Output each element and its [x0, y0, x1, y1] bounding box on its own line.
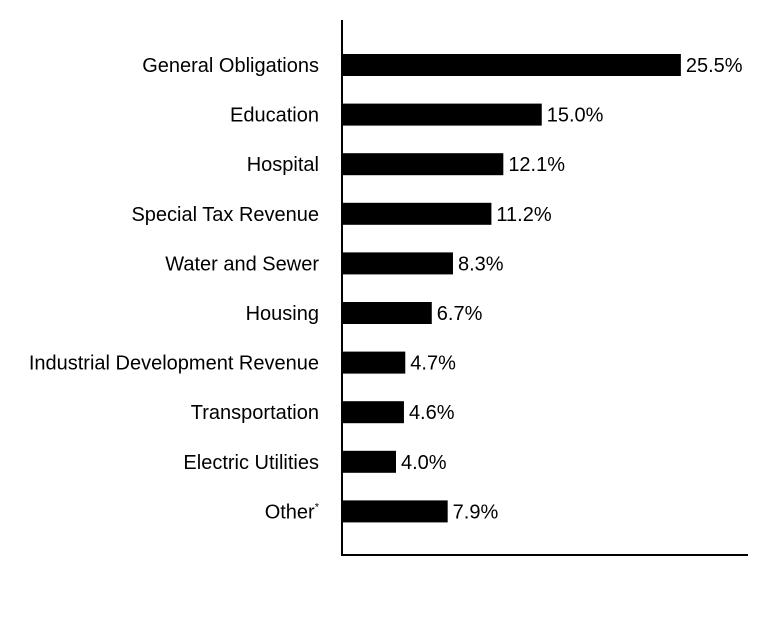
value-label-0: 25.5%	[686, 55, 743, 77]
category-label-2: Hospital	[247, 154, 319, 176]
category-label-9: Other*	[265, 501, 320, 523]
value-label-7: 4.6%	[409, 402, 455, 424]
bar-0	[343, 54, 681, 76]
bar-3	[343, 202, 492, 225]
bar-9	[343, 500, 448, 523]
category-label-3: Special Tax Revenue	[131, 204, 319, 226]
value-label-8: 4.0%	[401, 452, 447, 474]
value-label-5: 6.7%	[437, 303, 483, 325]
category-labels-group: General Obligations Education Hospital Spec…	[29, 55, 320, 523]
category-label-6: Industrial Development Revenue	[29, 353, 319, 375]
bar-5	[343, 302, 432, 324]
value-label-2: 12.1%	[508, 154, 565, 176]
category-label-5: Housing	[246, 303, 319, 325]
value-label-9: 7.9%	[453, 501, 499, 523]
bar-8	[343, 450, 396, 473]
value-label-6: 4.7%	[410, 353, 456, 375]
value-label-3: 11.2%	[496, 204, 551, 226]
value-label-1: 15.0%	[547, 105, 604, 127]
bar-1	[343, 103, 542, 126]
category-label-4: Water and Sewer	[165, 253, 319, 275]
category-label-7: Transportation	[191, 402, 319, 424]
bar-6	[343, 351, 406, 374]
bar-2	[343, 153, 504, 176]
category-label-8: Electric Utilities	[183, 452, 319, 474]
category-label-0: General Obligations	[142, 55, 319, 77]
value-label-4: 8.3%	[458, 253, 504, 275]
category-label-1: Education	[230, 105, 319, 127]
bars-group	[343, 54, 681, 523]
bar-4	[343, 252, 453, 275]
bar-7	[343, 401, 404, 424]
value-labels-group: 25.5% 15.0% 12.1% 11.2% 8.3% 6.7% 4.7% 4.6% 4.0%…	[401, 55, 743, 523]
